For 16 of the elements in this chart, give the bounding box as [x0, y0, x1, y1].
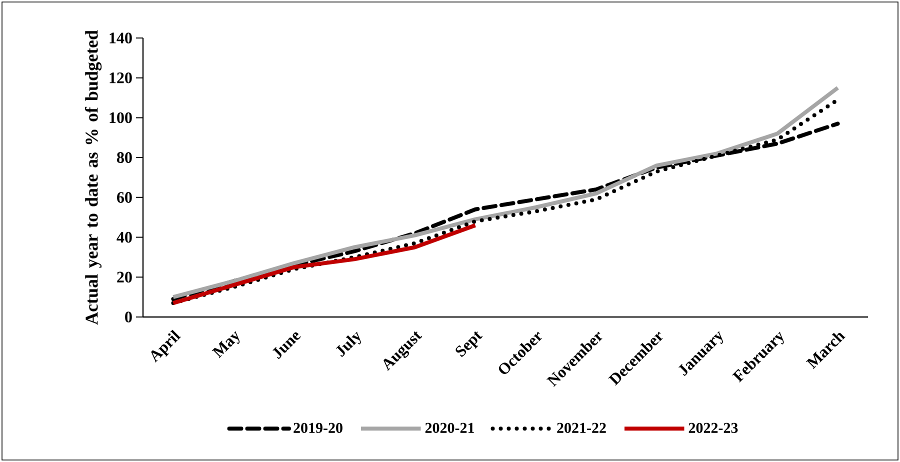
- legend-label: 2022-23: [688, 422, 738, 433]
- x-tick-label: Sept: [456, 331, 483, 357]
- y-tick-label: 120: [110, 72, 132, 84]
- legend-label: 2021-22: [557, 422, 606, 433]
- y-tick-label: 100: [110, 112, 132, 124]
- legend-label: 2019-20: [294, 422, 342, 433]
- y-tick-label: 80: [117, 152, 132, 163]
- legend-label: 2020-21: [425, 422, 474, 433]
- x-tick-label: June: [272, 332, 301, 360]
- y-tick-label: 40: [116, 232, 132, 243]
- y-tick-label: 20: [117, 272, 132, 283]
- y-tick-label: 0: [125, 312, 132, 322]
- y-tick-label: 60: [117, 192, 132, 203]
- y-axis-title: Actual year to date as % of budgeted: [84, 30, 102, 325]
- x-tick-label: July: [336, 332, 361, 358]
- y-tick-label: 140: [110, 32, 132, 44]
